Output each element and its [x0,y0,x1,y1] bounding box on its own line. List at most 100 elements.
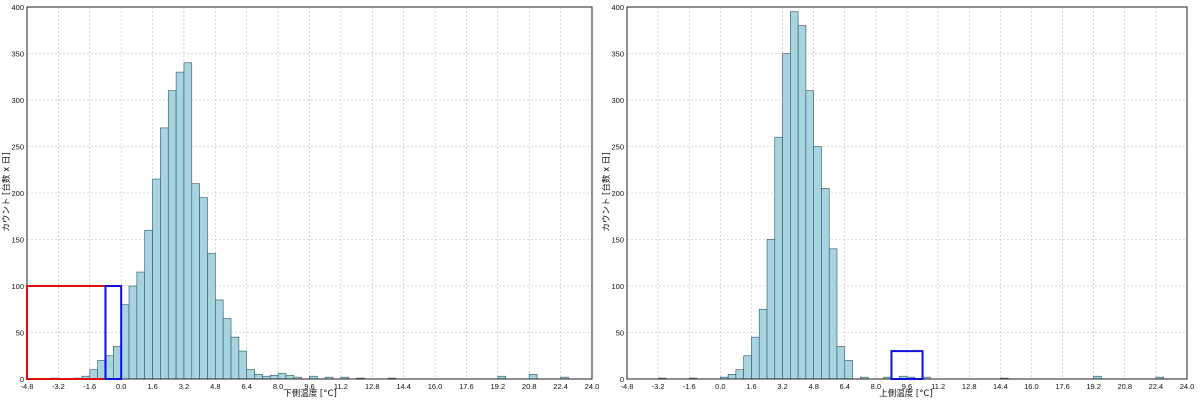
y-axis-title: カウント [台数 x 日] [1,152,12,231]
x-tick-label: 1.6 [746,382,756,391]
y-tick-label: 50 [616,329,624,338]
highlight-box [26,285,107,380]
histogram-bar [766,239,776,380]
y-tick-label: 300 [611,96,624,105]
x-tick-label: 6.4 [840,382,850,391]
x-tick-label: -4.8 [621,382,634,391]
histogram-bar [246,369,255,380]
histogram-bar [797,25,807,380]
x-tick-label: 16.0 [428,382,443,391]
x-tick-label: 22.4 [1149,382,1164,391]
x-tick-label: 24.0 [1180,382,1195,391]
x-tick-label: 8.0 [273,382,283,391]
x-tick-label: 22.4 [553,382,568,391]
x-tick-label: 11.2 [931,382,945,391]
x-tick-label: 1.6 [147,382,157,391]
x-tick-label: 9.6 [902,382,912,391]
y-tick-label: 0 [620,375,624,384]
x-axis-title: 下側温度 [°C] [283,388,337,399]
histogram-bar [113,346,122,380]
histogram-bar [222,318,232,380]
histogram-bar [821,188,830,380]
histogram-bar [136,271,146,380]
histogram-bar [790,11,799,380]
histogram-bar [183,62,193,380]
histogram-bar [199,197,208,380]
x-tick-label: 19.2 [1086,382,1101,391]
histogram-bar [120,304,130,380]
x-tick-label: 9.6 [304,382,314,391]
x-tick-label: 0.0 [715,382,725,391]
histogram-bar [89,369,98,380]
x-tick-label: -4.8 [21,382,34,391]
highlight-box [890,350,924,381]
x-tick-label: 12.8 [365,382,380,391]
histogram-bar [277,373,287,380]
y-tick-label: 100 [611,282,624,291]
histogram-bar [285,374,295,380]
plot-frame [26,6,593,380]
x-tick-label: -3.2 [52,382,65,391]
histogram-bar [97,360,106,380]
histogram-bar [191,183,200,380]
x-axis-title: 上側温度 [°C] [879,388,933,399]
histogram-bar [254,374,263,380]
x-tick-label: 3.2 [777,382,787,391]
x-tick-label: 14.4 [993,382,1008,391]
histogram-bar [751,336,760,380]
x-tick-label: 12.8 [962,382,977,391]
x-tick-label: 0.0 [116,382,126,391]
histogram-bar [782,53,791,380]
x-tick-label: 8.0 [871,382,881,391]
y-tick-label: 0 [20,375,24,384]
histogram-bar [735,369,744,380]
x-tick-label: -3.2 [652,382,665,391]
histogram-bar [813,146,822,380]
histogram-bar [207,253,216,380]
x-tick-label: 16.0 [1024,382,1039,391]
histogram-bar [230,336,240,380]
y-tick-label: 100 [11,282,24,291]
x-tick-label: 24.0 [585,382,600,391]
x-tick-label: 17.6 [459,382,474,391]
x-tick-label: 4.8 [808,382,818,391]
y-tick-label: 150 [11,236,24,245]
y-tick-label: 250 [11,143,24,152]
histogram-bar [175,71,185,380]
histogram-right: 上側温度 [°C] カウント [台数 x 日] -4.8 -3.2 -1.6 0.0 1… [601,3,1194,399]
histogram-bar [528,374,538,380]
y-tick-label: 50 [16,329,24,338]
y-tick-label: 250 [611,143,624,152]
histogram-bar [844,360,853,380]
histogram-bar [269,374,279,380]
histogram-bar [128,285,138,380]
x-tick-label: 6.4 [242,382,252,391]
histogram-bar [805,90,814,380]
histogram-left: 下側温度 [°C] カウント [台数 x 日] -4.8 -3.2 -1.6 0.0 1… [1,3,599,399]
x-tick-label: 14.4 [396,382,411,391]
histogram-bar [727,374,737,380]
y-tick-label: 150 [611,236,624,245]
histogram-bar [160,127,169,380]
histogram-bar [758,308,768,380]
x-tick-label: 3.2 [179,382,189,391]
histogram-bar [105,355,114,380]
y-axis-title: カウント [台数 x 日] [601,152,612,231]
y-tick-label: 350 [611,50,624,59]
y-tick-label: 400 [611,3,624,12]
y-tick-label: 300 [11,96,24,105]
y-tick-label: 200 [611,189,624,198]
histogram-bar [152,178,161,380]
y-tick-label: 350 [11,50,24,59]
x-tick-label: 17.6 [1055,382,1070,391]
x-tick-label: 4.8 [210,382,220,391]
x-tick-label: 20.8 [1117,382,1132,391]
x-tick-label: 11.2 [334,382,348,391]
histogram-bar [167,90,177,380]
histogram-bar [836,346,846,380]
x-tick-label: -1.6 [683,382,696,391]
highlight-box [104,285,123,380]
x-tick-label: 20.8 [522,382,537,391]
histogram-bar [743,355,752,380]
